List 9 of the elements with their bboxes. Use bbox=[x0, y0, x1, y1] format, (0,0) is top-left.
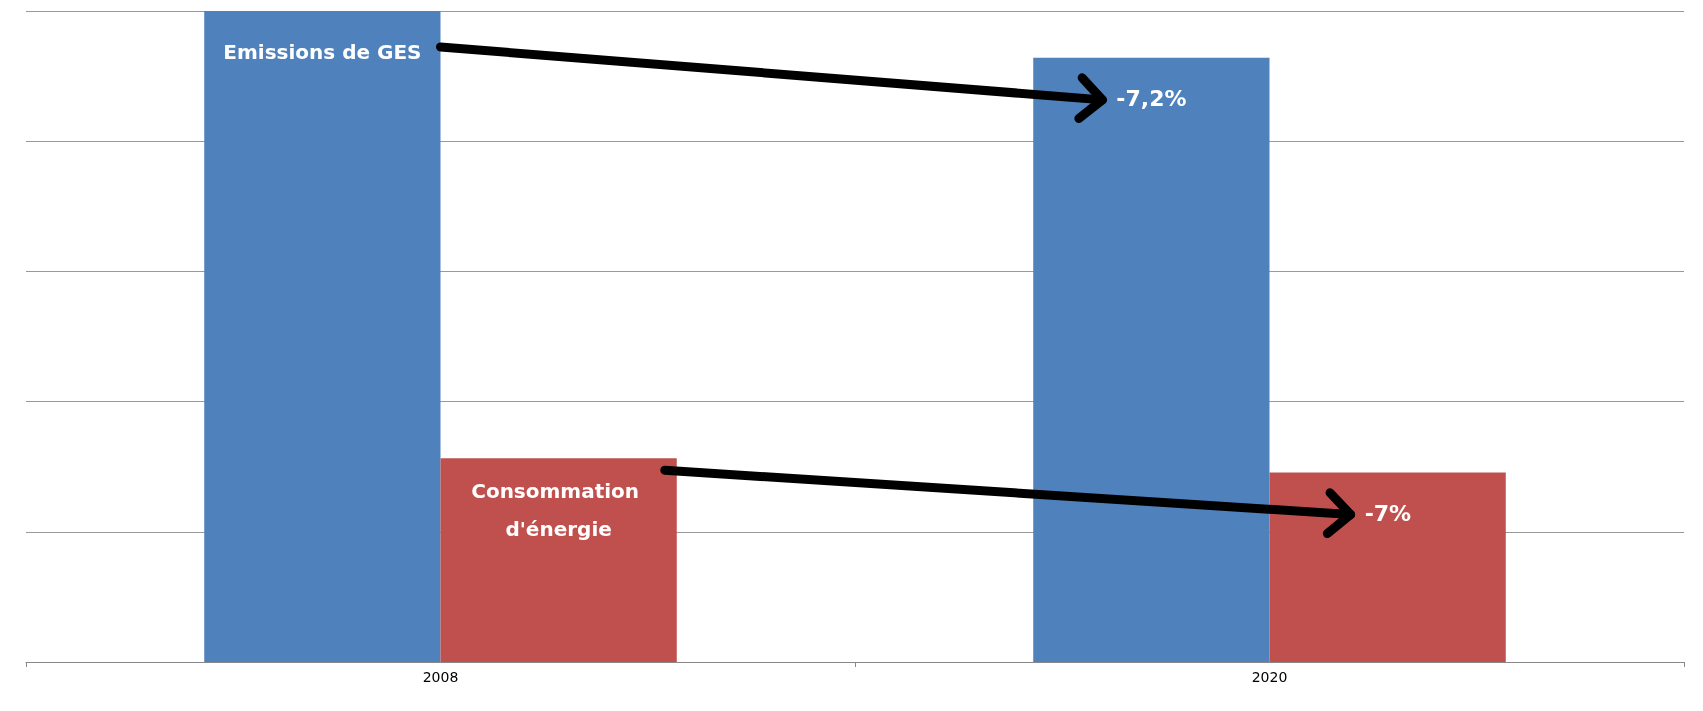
bar bbox=[204, 11, 441, 662]
series-label: Consommation d'énergie bbox=[471, 479, 647, 542]
series-label: Emissions de GES bbox=[223, 40, 422, 64]
x-tick-label: 2008 bbox=[422, 669, 459, 685]
annotation: -7% bbox=[1364, 500, 1412, 526]
bar bbox=[440, 458, 677, 662]
bar bbox=[1269, 472, 1506, 662]
x-tick-label: 2020 bbox=[1251, 669, 1288, 685]
annotation: -7,2% bbox=[1116, 85, 1187, 111]
